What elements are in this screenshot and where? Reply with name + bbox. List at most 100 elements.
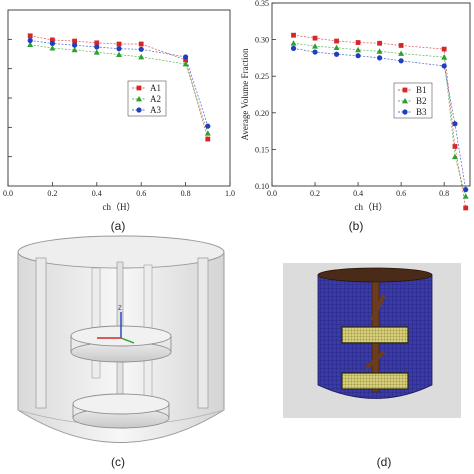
legend-label: B2 xyxy=(416,96,427,106)
legend-label: B1 xyxy=(416,85,427,95)
data-point-A3 xyxy=(49,40,56,47)
x-tick-label: 0.0 xyxy=(3,189,13,198)
legend-marker xyxy=(402,87,408,93)
x-tick-label: 0.4 xyxy=(92,189,102,198)
data-point-B2 xyxy=(290,40,297,46)
data-point-B3 xyxy=(441,63,447,69)
data-point-B1 xyxy=(441,46,447,52)
data-point-B1 xyxy=(334,38,339,44)
data-point-B2 xyxy=(398,50,405,56)
x-axis-label: ch（H） xyxy=(355,202,388,212)
data-point-B3 xyxy=(452,121,458,127)
data-point-B1 xyxy=(377,40,383,46)
x-tick-label: 0.2 xyxy=(47,189,57,198)
data-point-B1 xyxy=(291,32,296,38)
legend-label: B3 xyxy=(416,107,427,117)
data-point-A2 xyxy=(49,45,56,51)
x-tick-label: 0.8 xyxy=(439,189,449,198)
data-point-B2 xyxy=(312,43,319,49)
legend-marker xyxy=(402,98,408,104)
data-point-B1 xyxy=(355,40,361,45)
legend-marker xyxy=(136,107,142,113)
caption-d: (d) xyxy=(377,455,392,469)
y-tick-label: 0.30 xyxy=(255,36,269,45)
data-point-A2 xyxy=(116,51,122,57)
series-line-A1 xyxy=(30,35,209,140)
data-point-B3 xyxy=(398,58,404,64)
legend-label: A2 xyxy=(150,94,161,104)
caption-a: (a) xyxy=(111,219,126,233)
data-point-A1 xyxy=(205,136,211,142)
caption-c: (c) xyxy=(111,455,125,469)
data-point-B2 xyxy=(376,48,383,54)
data-point-B3 xyxy=(463,187,469,193)
data-point-A3 xyxy=(94,44,100,50)
data-point-A1 xyxy=(72,38,77,44)
series-line-B1 xyxy=(293,34,467,209)
y-axis-label: Average Volume Fraction xyxy=(240,48,250,140)
data-point-B2 xyxy=(441,54,448,60)
legend-label: A1 xyxy=(150,83,161,93)
series-line-A2 xyxy=(30,44,209,134)
y-tick-label: 0.20 xyxy=(255,109,269,118)
x-axis-label: ch（H） xyxy=(103,202,136,212)
data-point-B2 xyxy=(462,193,469,199)
data-point-B3 xyxy=(312,49,318,55)
mesh-illustration xyxy=(283,263,461,418)
data-point-A3 xyxy=(72,42,78,48)
x-tick-label: 0.4 xyxy=(353,189,363,198)
data-point-B1 xyxy=(463,205,469,211)
x-tick-label: 1.0 xyxy=(225,189,235,198)
data-point-B2 xyxy=(451,153,458,160)
x-tick-label: 0.6 xyxy=(136,189,146,198)
data-point-A3 xyxy=(205,123,211,129)
data-point-B1 xyxy=(312,35,318,41)
data-point-A1 xyxy=(94,40,100,46)
data-point-A3 xyxy=(27,37,33,44)
y-tick-label: 0.10 xyxy=(255,182,269,191)
chart-b: 0.0 0.2 0.4 0.6 0.8 ch（H） 0.10 0.15 0.20 0.25 0.30… xyxy=(240,0,471,212)
data-point-A1 xyxy=(50,37,55,43)
data-point-B2 xyxy=(355,46,362,53)
x-tick-label: 0.2 xyxy=(310,189,320,198)
z-axis-label: Z xyxy=(118,306,122,312)
legend-marker xyxy=(136,85,142,91)
data-point-B1 xyxy=(452,144,458,149)
legend-marker xyxy=(136,96,142,102)
caption-b: (b) xyxy=(349,219,364,233)
y-tick-label: 0.25 xyxy=(255,72,269,81)
data-point-A1 xyxy=(27,33,33,39)
data-point-A1 xyxy=(116,41,122,47)
tank-geometry-illustration: Z xyxy=(17,235,225,443)
data-point-A2 xyxy=(182,60,189,67)
plot-frame xyxy=(7,9,231,187)
data-point-A3 xyxy=(116,46,122,52)
plot-frame xyxy=(271,2,471,187)
y-tick-label: 0.35 xyxy=(255,0,269,8)
data-point-A1 xyxy=(183,57,188,63)
data-point-A2 xyxy=(71,46,78,53)
data-point-B3 xyxy=(333,51,340,57)
legend-marker xyxy=(402,109,408,115)
data-point-A2 xyxy=(27,41,34,48)
y-axis-arrow xyxy=(120,337,135,344)
data-point-B2 xyxy=(333,44,340,51)
data-point-B3 xyxy=(290,45,297,51)
data-point-A2 xyxy=(93,49,100,55)
series-line-B3 xyxy=(293,48,467,190)
data-point-B1 xyxy=(398,43,404,48)
data-point-B3 xyxy=(377,55,383,61)
data-point-A3 xyxy=(138,46,144,52)
x-tick-label: 0.0 xyxy=(267,189,277,198)
series-line-B2 xyxy=(293,42,467,197)
x-tick-label: 0.6 xyxy=(396,189,406,198)
data-point-A1 xyxy=(138,41,144,47)
data-point-A2 xyxy=(138,53,145,60)
data-point-A2 xyxy=(204,130,211,136)
data-point-A3 xyxy=(183,54,189,60)
x-tick-label: 0.8 xyxy=(181,189,191,198)
data-point-B3 xyxy=(355,53,361,59)
legend-box xyxy=(127,80,167,117)
legend-label: A3 xyxy=(150,105,161,115)
